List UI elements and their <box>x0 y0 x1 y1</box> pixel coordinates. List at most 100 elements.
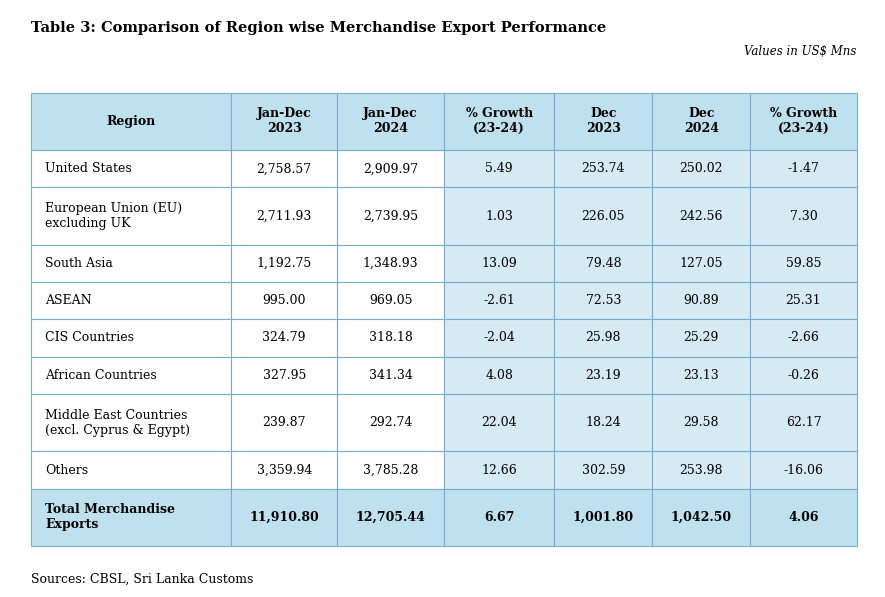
Bar <box>231 187 337 245</box>
Bar <box>555 451 652 488</box>
Bar <box>750 187 857 245</box>
Text: 2,739.95: 2,739.95 <box>363 210 419 223</box>
Bar <box>555 93 652 150</box>
Text: 242.56: 242.56 <box>680 210 723 223</box>
Text: 1,348.93: 1,348.93 <box>363 257 419 270</box>
Text: -1.47: -1.47 <box>788 162 820 176</box>
Text: -0.26: -0.26 <box>788 369 820 381</box>
Text: 90.89: 90.89 <box>683 294 720 307</box>
Bar <box>31 245 231 282</box>
Bar <box>444 245 555 282</box>
Text: South Asia: South Asia <box>45 257 113 270</box>
Text: 29.58: 29.58 <box>683 416 720 429</box>
Text: 292.74: 292.74 <box>369 416 412 429</box>
Text: 23.19: 23.19 <box>586 369 621 381</box>
Text: -16.06: -16.06 <box>783 463 823 476</box>
Text: 25.98: 25.98 <box>586 331 621 344</box>
Text: 72.53: 72.53 <box>586 294 621 307</box>
Bar <box>652 282 750 319</box>
Bar <box>444 356 555 394</box>
Bar <box>652 451 750 488</box>
Bar <box>31 187 231 245</box>
Bar <box>337 451 444 488</box>
Text: 2,711.93: 2,711.93 <box>257 210 312 223</box>
Bar <box>652 93 750 150</box>
Text: -2.04: -2.04 <box>483 331 515 344</box>
Bar <box>337 356 444 394</box>
Bar <box>750 319 857 356</box>
Bar <box>31 319 231 356</box>
Bar <box>555 319 652 356</box>
Bar <box>337 187 444 245</box>
Bar <box>444 282 555 319</box>
Text: 12,705.44: 12,705.44 <box>356 511 426 524</box>
Bar <box>652 319 750 356</box>
Text: 327.95: 327.95 <box>263 369 306 381</box>
Text: 62.17: 62.17 <box>786 416 821 429</box>
Bar <box>750 93 857 150</box>
Text: 239.87: 239.87 <box>263 416 306 429</box>
Bar <box>444 150 555 187</box>
Bar <box>444 394 555 451</box>
Text: Table 3: Comparison of Region wise Merchandise Export Performance: Table 3: Comparison of Region wise Merch… <box>31 21 606 35</box>
Bar <box>231 93 337 150</box>
Bar <box>750 451 857 488</box>
Bar <box>337 150 444 187</box>
Bar <box>555 245 652 282</box>
Text: 4.08: 4.08 <box>485 369 513 381</box>
Text: 3,359.94: 3,359.94 <box>257 463 312 476</box>
Text: 969.05: 969.05 <box>369 294 412 307</box>
Bar <box>652 488 750 546</box>
Bar <box>555 187 652 245</box>
Text: 7.30: 7.30 <box>789 210 818 223</box>
Bar <box>231 488 337 546</box>
Bar <box>231 282 337 319</box>
Bar <box>555 394 652 451</box>
Bar <box>444 93 555 150</box>
Bar <box>31 394 231 451</box>
Text: Region: Region <box>106 115 156 128</box>
Text: 79.48: 79.48 <box>586 257 621 270</box>
Text: 318.18: 318.18 <box>369 331 412 344</box>
Text: 23.13: 23.13 <box>683 369 720 381</box>
Text: 13.09: 13.09 <box>481 257 517 270</box>
Text: CIS Countries: CIS Countries <box>45 331 134 344</box>
Bar <box>444 451 555 488</box>
Text: 1,192.75: 1,192.75 <box>257 257 312 270</box>
Bar <box>555 356 652 394</box>
Bar <box>31 150 231 187</box>
Bar <box>750 488 857 546</box>
Bar <box>750 150 857 187</box>
Text: 1,042.50: 1,042.50 <box>671 511 732 524</box>
Bar <box>31 451 231 488</box>
Text: Dec
2024: Dec 2024 <box>684 107 719 136</box>
Text: 324.79: 324.79 <box>263 331 306 344</box>
Text: Others: Others <box>45 463 88 476</box>
Text: Jan-Dec
2023: Jan-Dec 2023 <box>257 107 312 136</box>
Text: 5.49: 5.49 <box>485 162 513 176</box>
Text: 6.67: 6.67 <box>484 511 514 524</box>
Text: 25.31: 25.31 <box>786 294 821 307</box>
Text: African Countries: African Countries <box>45 369 157 381</box>
Text: 22.04: 22.04 <box>481 416 517 429</box>
Bar <box>444 488 555 546</box>
Bar <box>231 319 337 356</box>
Text: Middle East Countries
(excl. Cyprus & Egypt): Middle East Countries (excl. Cyprus & Eg… <box>45 408 190 436</box>
Bar <box>231 356 337 394</box>
Bar <box>750 282 857 319</box>
Bar <box>337 394 444 451</box>
Bar <box>31 93 231 150</box>
Text: 341.34: 341.34 <box>369 369 412 381</box>
Text: Total Merchandise
Exports: Total Merchandise Exports <box>45 503 175 531</box>
Text: 253.98: 253.98 <box>680 463 723 476</box>
Bar <box>652 356 750 394</box>
Text: European Union (EU)
excluding UK: European Union (EU) excluding UK <box>45 202 182 230</box>
Bar <box>652 245 750 282</box>
Text: 1.03: 1.03 <box>485 210 513 223</box>
Text: 3,785.28: 3,785.28 <box>363 463 419 476</box>
Text: 4.06: 4.06 <box>789 511 819 524</box>
Text: 127.05: 127.05 <box>680 257 723 270</box>
Bar <box>337 488 444 546</box>
Bar <box>444 319 555 356</box>
Bar <box>555 282 652 319</box>
